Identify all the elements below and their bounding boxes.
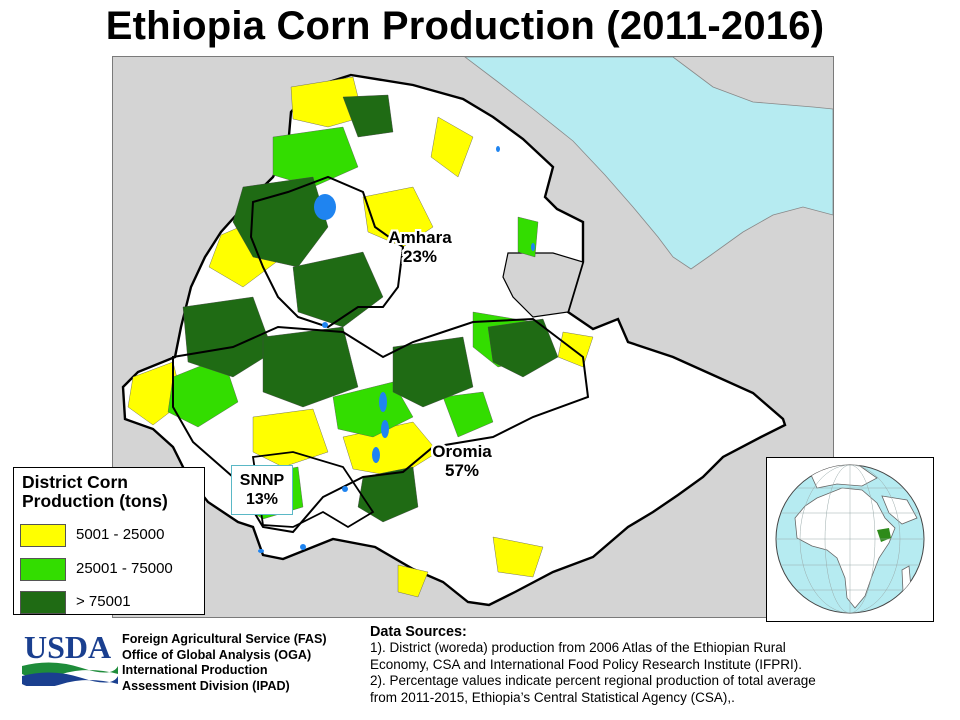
legend-label: > 75001 [76, 593, 131, 610]
region-share: 57% [444, 461, 480, 480]
map-canvas [121, 57, 833, 607]
map-legend: District Corn Production (tons) 5001 - 2… [13, 467, 205, 615]
region-share: 23% [402, 247, 438, 266]
page-title: Ethiopia Corn Production (2011-2016) [105, 4, 825, 48]
region-share: 13% [245, 491, 279, 508]
sources-line: 1). District (woreda) production from 20… [370, 640, 786, 656]
legend-label: 5001 - 25000 [76, 526, 165, 543]
region-label-oromia: Oromia 57% [416, 442, 508, 480]
agency-line: Foreign Agricultural Service (FAS) [122, 632, 327, 646]
legend-swatch [20, 591, 66, 614]
region-name: Oromia [432, 442, 492, 461]
agency-line: Assessment Division (IPAD) [122, 678, 290, 693]
lakes [258, 146, 535, 553]
amhara-border [249, 175, 405, 329]
data-sources: Data Sources: 1). District (woreda) prod… [370, 624, 950, 706]
legend-swatch [20, 558, 66, 581]
region-label-amhara: Amhara 23% [374, 228, 466, 266]
legend-title: District Corn Production (tons) [22, 473, 168, 511]
sources-line: from 2011-2015, Ethiopia’s Central Stati… [370, 689, 735, 705]
legend-title-line: Production (tons) [22, 491, 168, 511]
usda-logo: USDA [22, 628, 118, 688]
legend-item: > 75001 [20, 590, 200, 614]
sources-line: Economy, CSA and International Food Poli… [370, 656, 802, 672]
region-label-snnp: SNNP 13% [231, 465, 293, 515]
snnp-border [251, 451, 375, 529]
globe-icon [775, 464, 925, 614]
agency-block: Foreign Agricultural Service (FAS) Offic… [122, 632, 327, 694]
djibouti-area [502, 252, 584, 318]
legend-title-line: District Corn [22, 472, 128, 492]
legend-item: 5001 - 25000 [20, 523, 200, 547]
usda-logo-text: USDA [24, 629, 111, 665]
legend-label: 25001 - 75000 [76, 560, 173, 577]
red-sea-water [464, 57, 833, 270]
region-name: SNNP [239, 472, 285, 489]
legend-item: 25001 - 75000 [20, 557, 200, 581]
region-name: Amhara [388, 228, 452, 247]
ethiopia-map [112, 56, 834, 618]
agency-line: Office of Global Analysis (OGA) [122, 647, 312, 662]
globe-locator [766, 457, 934, 622]
sources-line: 2). Percentage values indicate percent r… [370, 673, 816, 689]
usda-logo-graphic: USDA [22, 629, 118, 688]
agency-line: International Production [122, 663, 268, 678]
sources-heading: Data Sources: [370, 624, 467, 640]
legend-swatch [20, 524, 66, 547]
